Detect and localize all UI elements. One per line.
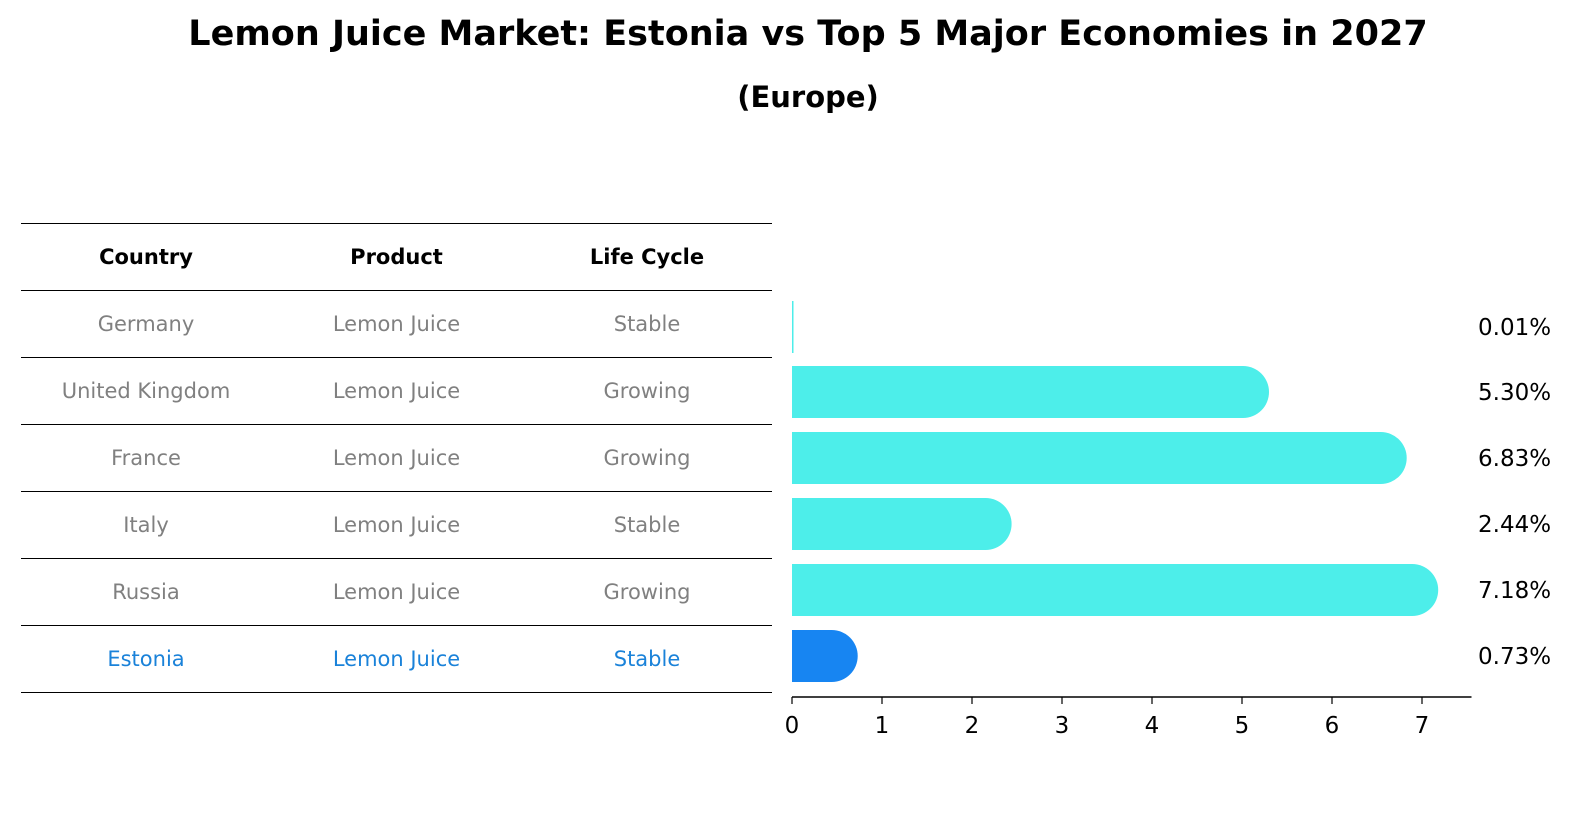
cell-country: United Kingdom (61, 379, 231, 403)
table-row: Russia Lemon Juice Growing (21, 558, 772, 625)
header-country: Country (99, 245, 193, 269)
table-row: Italy Lemon Juice Stable (21, 491, 772, 558)
cell-country: France (111, 446, 181, 470)
cell-product: Lemon Juice (332, 446, 461, 470)
cell-life-cycle: Growing (603, 580, 691, 604)
bar-estonia (792, 630, 858, 682)
bar-italy (792, 498, 1012, 550)
cell-life-cycle: Stable (613, 312, 681, 336)
market-table: Country Product Life Cycle Germany Lemon… (21, 223, 772, 693)
value-label: 5.30% (1478, 380, 1551, 406)
x-tick-label: 6 (1325, 713, 1340, 739)
bar-france (792, 432, 1407, 484)
cell-life-cycle: Stable (613, 647, 681, 671)
cell-product: Lemon Juice (332, 513, 461, 537)
table-row-highlighted: Estonia Lemon Juice Stable (21, 625, 772, 693)
cell-product: Lemon Juice (332, 580, 461, 604)
cell-country: Italy (123, 513, 169, 537)
table-row: Germany Lemon Juice Stable (21, 290, 772, 357)
cell-product: Lemon Juice (332, 379, 461, 403)
table-row: France Lemon Juice Growing (21, 424, 772, 491)
value-label: 0.73% (1478, 644, 1551, 670)
x-tick-label: 3 (1055, 713, 1070, 739)
header-product: Product (350, 245, 443, 269)
value-label: 6.83% (1478, 446, 1551, 472)
chart-subtitle: (Europe) (737, 80, 879, 114)
x-tick-label: 0 (785, 713, 800, 739)
bar-germany (792, 301, 794, 353)
x-tick-label: 4 (1145, 713, 1160, 739)
x-tick-label: 2 (965, 713, 980, 739)
cell-country: Russia (112, 580, 180, 604)
cell-life-cycle: Growing (603, 379, 691, 403)
table-row: United Kingdom Lemon Juice Growing (21, 357, 772, 424)
x-tick-label: 7 (1415, 713, 1430, 739)
header-life-cycle: Life Cycle (589, 245, 705, 269)
x-tick-label: 1 (875, 713, 890, 739)
cell-country: Germany (97, 312, 195, 336)
cell-product: Lemon Juice (332, 312, 461, 336)
chart-title: Lemon Juice Market: Estonia vs Top 5 Maj… (188, 14, 1428, 54)
value-label: 0.01% (1478, 315, 1551, 341)
bar-united-kingdom (792, 366, 1269, 418)
table-header-row: Country Product Life Cycle (21, 223, 772, 290)
cell-product: Lemon Juice (332, 647, 461, 671)
value-label: 7.18% (1478, 578, 1551, 604)
cell-country: Estonia (107, 647, 185, 671)
value-label: 2.44% (1478, 512, 1551, 538)
x-tick-label: 5 (1235, 713, 1250, 739)
cell-life-cycle: Growing (603, 446, 691, 470)
bar-russia (792, 564, 1439, 616)
cell-life-cycle: Stable (613, 513, 681, 537)
